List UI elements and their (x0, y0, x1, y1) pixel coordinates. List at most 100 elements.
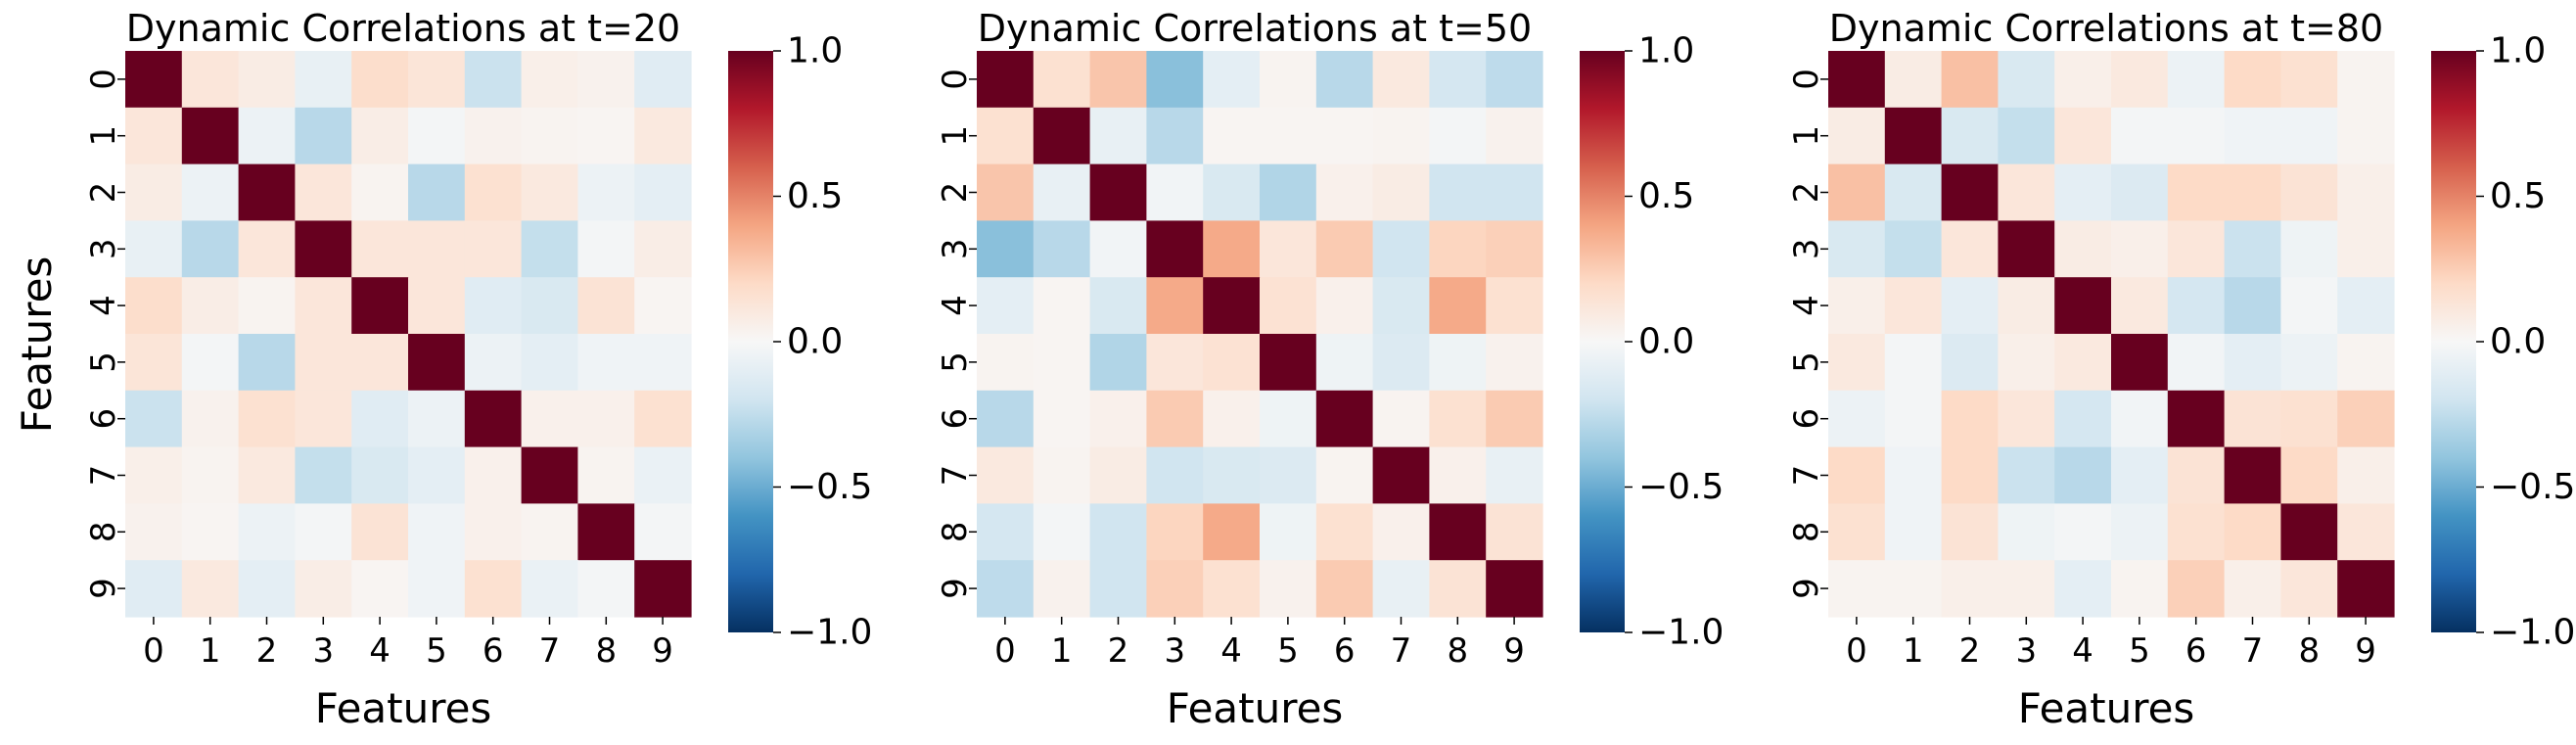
heatmap-cell (1203, 503, 1261, 561)
heatmap-cell (977, 51, 1035, 109)
heatmap-cell (1146, 334, 1204, 392)
x-tick-label: 7 (539, 631, 561, 671)
heatmap-cell (577, 51, 635, 109)
heatmap-cell (1941, 107, 1999, 165)
heatmap-cell (2224, 163, 2281, 221)
heatmap-cell (125, 560, 183, 618)
heatmap-cell (1146, 107, 1204, 165)
heatmap-cell (351, 560, 409, 618)
heatmap-cell (2280, 503, 2338, 561)
heatmap-cell (977, 560, 1035, 618)
heatmap-cell (2280, 446, 2338, 504)
heatmap-cell (1998, 107, 2055, 165)
colorbar-tick-label: 1.0 (1638, 31, 1694, 71)
heatmap-cell (1372, 334, 1430, 392)
heatmap-cell (1372, 107, 1430, 165)
heatmap-cell (1429, 107, 1487, 165)
colorbar-gradient (728, 51, 773, 632)
heatmap-cell (464, 277, 523, 335)
heatmap-cell (1828, 220, 1886, 278)
heatmap-cell (1429, 446, 1487, 504)
x-tick-label: 6 (483, 631, 504, 671)
heatmap-cell (521, 163, 578, 221)
colorbar-tick-label: 0.0 (2490, 322, 2546, 362)
heatmap-cell (521, 51, 578, 109)
heatmap-cell (1884, 503, 1943, 561)
heatmap-cell (1828, 51, 1886, 109)
heatmap-cell (1941, 220, 1999, 278)
heatmap-cell (1998, 560, 2055, 618)
x-tick-label: 9 (652, 631, 673, 671)
heatmap-cells (1828, 51, 2395, 618)
y-tick-label: 1 (936, 125, 975, 147)
heatmap-cell (1941, 334, 1999, 392)
heatmap-cell (577, 220, 635, 278)
colorbar-tick-label: 0.5 (1638, 176, 1694, 216)
heatmap-cell (634, 107, 692, 165)
heatmap-cell (2167, 446, 2226, 504)
heatmap-cell (295, 277, 352, 335)
heatmap-cell (1315, 107, 1374, 165)
heatmap-cell (2054, 503, 2112, 561)
heatmap-cell (1203, 277, 1261, 335)
x-axis-label: Features (1167, 684, 1344, 732)
heatmap-cell (2167, 163, 2226, 221)
y-tick-labels: 0 1 2 3 4 5 6 7 8 9 (1787, 69, 1828, 599)
heatmap-cell (181, 560, 240, 618)
heatmap-cell (1089, 390, 1147, 448)
heatmap-cell (238, 390, 296, 448)
heatmap-cell (977, 163, 1035, 221)
heatmap-cell (1089, 163, 1147, 221)
y-tick-label: 7 (84, 465, 123, 487)
heatmap-cell (1828, 446, 1886, 504)
heatmap-cell (238, 277, 296, 335)
heatmap-cell (464, 390, 523, 448)
heatmap-cell (1315, 503, 1374, 561)
heatmap-cell (1033, 220, 1091, 278)
x-tick-label: 0 (143, 631, 164, 671)
heatmap-cell (2054, 51, 2112, 109)
heatmap-cell (1315, 277, 1374, 335)
y-tick-label: 2 (84, 182, 123, 204)
heatmap-cell (1033, 277, 1091, 335)
y-tick-label: 8 (1787, 521, 1826, 542)
heatmap-cell (351, 107, 409, 165)
heatmap-cell (1429, 560, 1487, 618)
heatmap-cell (351, 503, 409, 561)
y-tick-label: 3 (936, 238, 975, 259)
heatmap-cell (1998, 390, 2055, 448)
heatmap-cell (2224, 334, 2281, 392)
chart-title: Dynamic Correlations at t=80 (1829, 7, 2383, 50)
heatmap-cell (2280, 163, 2338, 221)
heatmap-cell (1884, 446, 1943, 504)
y-tick-label: 5 (84, 351, 123, 373)
heatmap-cell (181, 220, 240, 278)
heatmap-cell (577, 334, 635, 392)
chart-title: Dynamic Correlations at t=20 (126, 7, 680, 50)
heatmap-cell (2280, 51, 2338, 109)
heatmap-cell (295, 334, 352, 392)
heatmap-cell (408, 390, 466, 448)
colorbar-tick-label: 1.0 (2490, 31, 2546, 71)
heatmap-cell (181, 503, 240, 561)
heatmap-cell (464, 503, 523, 561)
heatmap-cell (295, 51, 352, 109)
heatmap-cell (464, 446, 523, 504)
heatmap-cell (295, 107, 352, 165)
heatmap-cell (2111, 277, 2169, 335)
heatmap-cell (1315, 51, 1374, 109)
colorbar-tick-label: −0.5 (2490, 467, 2575, 507)
heatmap-cell (125, 277, 183, 335)
x-tick-label: 2 (1108, 631, 1129, 671)
heatmap-cell (2337, 560, 2395, 618)
heatmap-cell (408, 277, 466, 335)
heatmap-cell (238, 446, 296, 504)
y-tick-label: 9 (84, 578, 123, 599)
heatmap-cell (464, 51, 523, 109)
heatmap-cell (1941, 503, 1999, 561)
heatmap-cell (634, 334, 692, 392)
heatmap-cell (351, 446, 409, 504)
x-tick-label: 5 (2129, 631, 2150, 671)
colorbar: 1.0 0.5 0.0 −0.5 −1.0 (728, 31, 872, 653)
